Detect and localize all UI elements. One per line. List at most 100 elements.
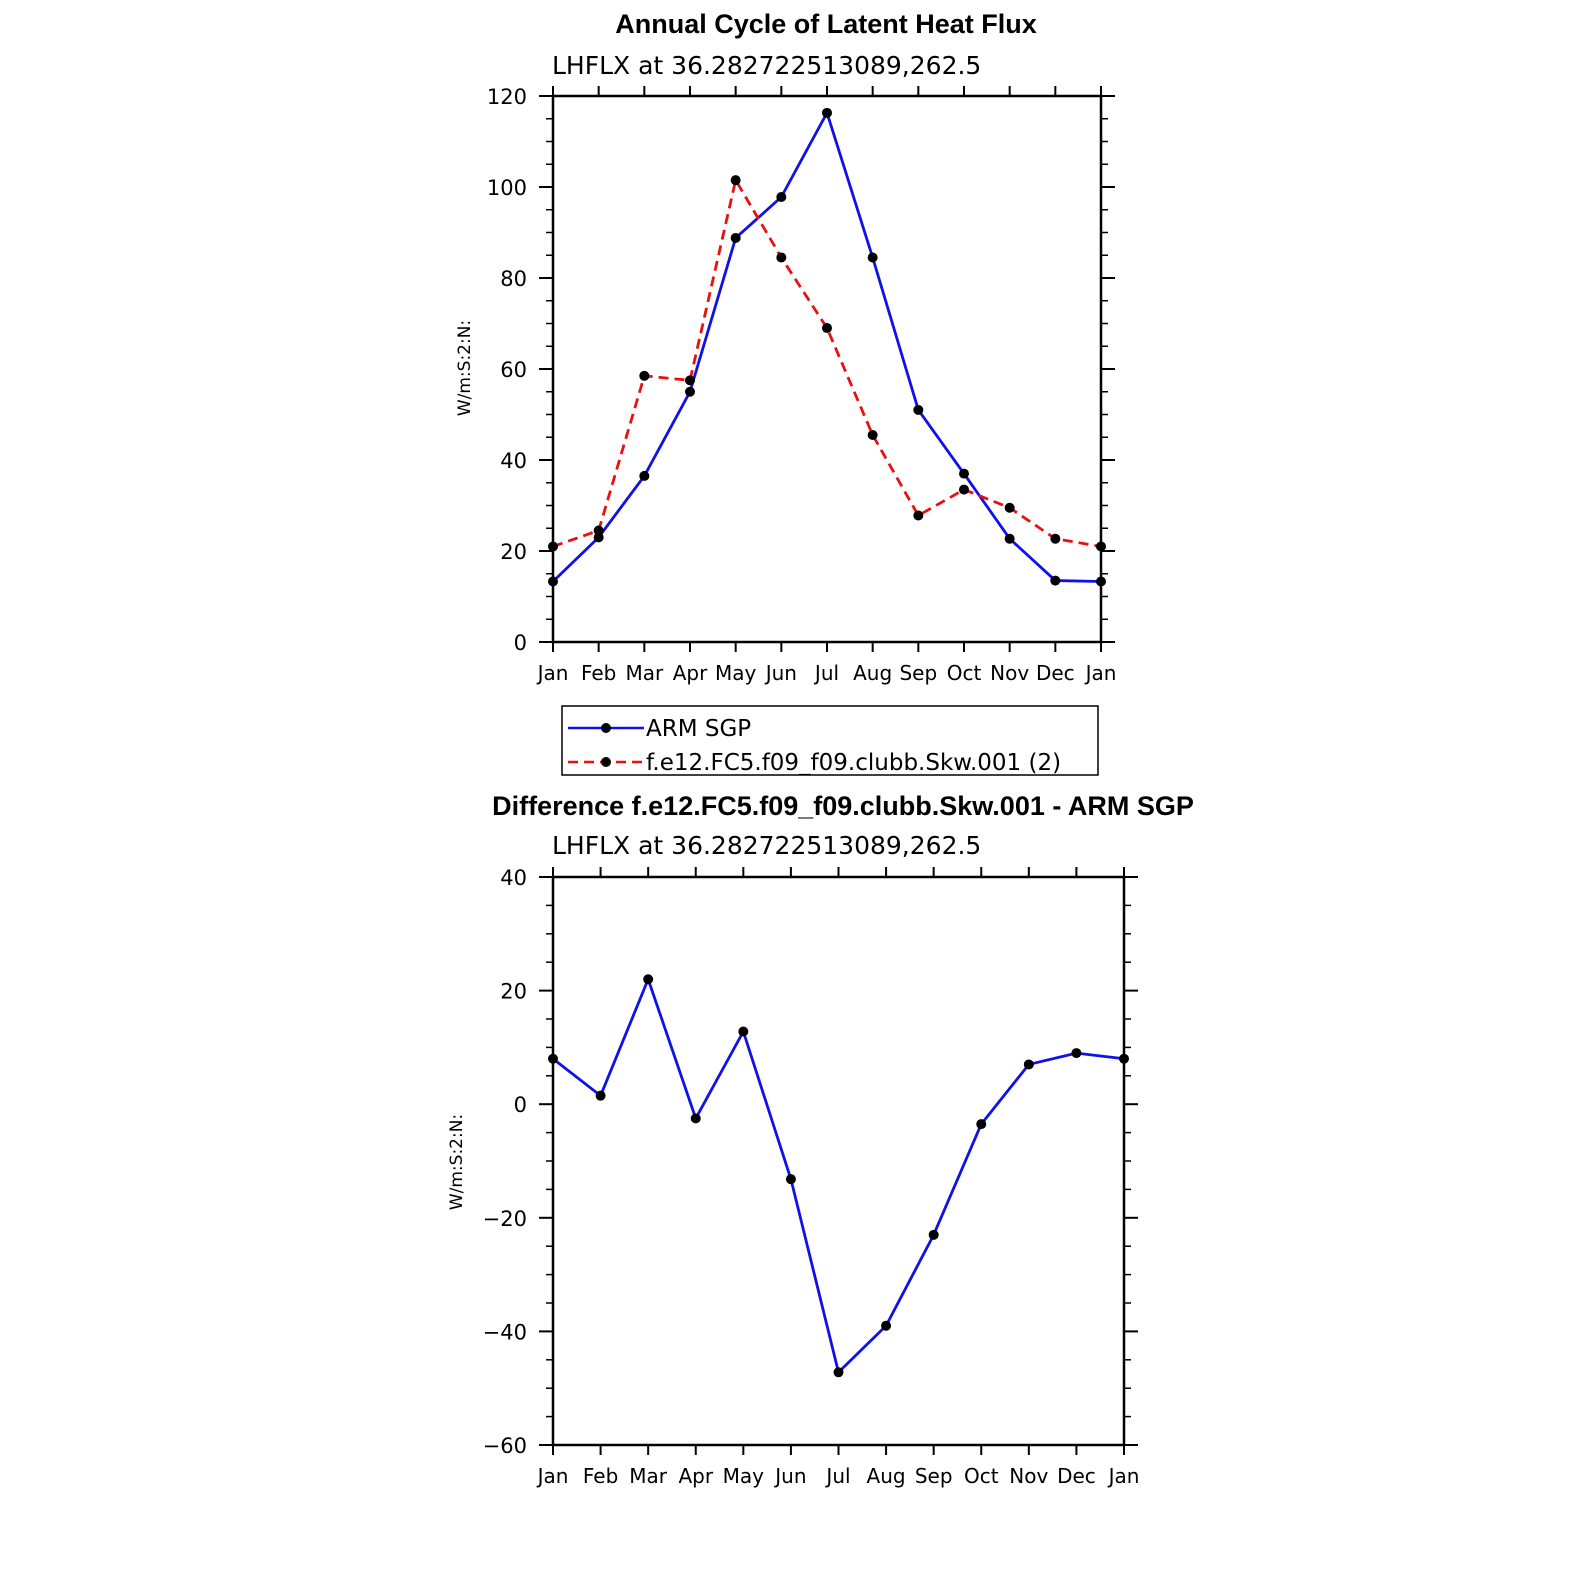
x-tick-label: Nov	[990, 661, 1029, 685]
data-point	[1050, 533, 1061, 544]
legend-entry-model: f.e12.FC5.f09_f09.clubb.Skw.001 (2)	[568, 750, 1061, 776]
data-point	[595, 1090, 606, 1101]
data-point	[1071, 1048, 1082, 1059]
data-point	[976, 1119, 987, 1130]
data-point	[822, 323, 832, 334]
data-point	[928, 1229, 939, 1240]
data-point	[1004, 533, 1015, 544]
y-tick-label: 40	[500, 449, 527, 473]
x-tick-label: Jan	[536, 1464, 569, 1488]
x-tick-label: Aug	[867, 1464, 906, 1488]
data-point	[776, 252, 787, 263]
data-point	[1023, 1059, 1034, 1070]
y-tick-label: −40	[483, 1320, 527, 1344]
data-point	[685, 375, 695, 386]
data-point	[776, 192, 787, 203]
data-point	[959, 468, 969, 479]
data-point	[833, 1367, 844, 1378]
annual-cycle-chart: Annual Cycle of Latent Heat Flux LHFLX a…	[455, 9, 1116, 776]
legend: ARM SGP f.e12.FC5.f09_f09.clubb.Skw.001 …	[561, 705, 1099, 776]
legend-label-arm: ARM SGP	[646, 716, 751, 742]
x-tick-label: Jan	[536, 661, 569, 685]
series-line-a	[552, 977, 1125, 1374]
x-tick-label: Jul	[813, 661, 839, 685]
series-group	[548, 974, 1129, 1378]
series-group	[548, 107, 1106, 587]
y-tick-label: 20	[500, 540, 527, 564]
x-tick-label: Sep	[899, 661, 937, 685]
data-point	[639, 470, 650, 481]
data-point	[738, 1026, 749, 1037]
x-tick-label: Dec	[1057, 1464, 1096, 1488]
chart-title: Difference f.e12.FC5.f09_f09.clubb.Skw.0…	[492, 791, 1194, 821]
data-point	[867, 429, 878, 440]
x-tick-label: May	[715, 661, 757, 685]
data-point	[593, 525, 604, 536]
y-tick-label: 40	[500, 866, 527, 890]
data-point	[913, 404, 924, 415]
chart-subtitle: LHFLX at 36.282722513089,262.5	[552, 51, 981, 80]
axes-frame: Jan Feb Mar Apr May Jun Jul Aug Sep Oct Nov Dec Jan 0…	[487, 85, 1117, 685]
y-tick-label: −60	[483, 1434, 527, 1458]
x-tick-label: May	[723, 1464, 765, 1488]
y-tick-label: 0	[514, 631, 527, 655]
legend-entry-arm: ARM SGP	[568, 716, 751, 742]
y-tick-label: 20	[500, 980, 527, 1004]
legend-marker-arm	[601, 723, 611, 733]
x-tick-label: Jan	[1107, 1464, 1140, 1488]
y-tick-label: 0	[514, 1093, 527, 1117]
x-tick-label: Jun	[773, 1464, 806, 1488]
x-tick-label: Feb	[583, 1464, 618, 1488]
x-tick-label: Oct	[964, 1464, 999, 1488]
data-point	[548, 541, 558, 552]
axes-frame: Jan Feb Mar Apr May Jun Jul Aug Sep Oct Nov Dec Jan−…	[483, 866, 1140, 1488]
y-tick-label: −20	[483, 1207, 527, 1231]
data-point	[643, 974, 654, 985]
data-point	[1096, 576, 1106, 587]
data-point	[1050, 575, 1061, 586]
y-tick-label: 100	[487, 176, 527, 200]
y-tick-label: 120	[487, 85, 527, 109]
data-point	[913, 510, 924, 521]
legend-box	[561, 705, 1099, 776]
x-tick-label: Aug	[853, 661, 892, 685]
y-axis-label: W/m:S:2:N:	[447, 1114, 467, 1210]
data-point	[685, 386, 695, 397]
data-point	[867, 252, 878, 263]
data-point	[639, 370, 650, 381]
x-tick-label: Nov	[1009, 1464, 1048, 1488]
legend-label-model: f.e12.FC5.f09_f09.clubb.Skw.001 (2)	[646, 750, 1061, 776]
data-point	[1004, 502, 1015, 513]
y-tick-label: 80	[500, 267, 527, 291]
x-tick-label: Oct	[947, 661, 982, 685]
data-point	[785, 1174, 796, 1185]
series-line-a	[552, 111, 1102, 583]
data-point	[881, 1320, 892, 1331]
chart-title: Annual Cycle of Latent Heat Flux	[615, 9, 1037, 39]
data-point	[548, 1053, 558, 1064]
data-point	[548, 576, 558, 587]
x-tick-label: Apr	[678, 1464, 713, 1488]
series-line-b	[552, 178, 1102, 548]
y-tick-label: 60	[500, 358, 527, 382]
data-point	[1119, 1053, 1129, 1064]
x-tick-label: Mar	[629, 1464, 668, 1488]
data-point	[822, 107, 832, 118]
data-point	[730, 232, 741, 243]
x-tick-label: Dec	[1036, 661, 1075, 685]
legend-marker-model	[601, 757, 611, 767]
x-tick-label: Jul	[824, 1464, 850, 1488]
data-point	[1096, 541, 1106, 552]
x-tick-label: Jan	[1084, 661, 1117, 685]
y-axis-label: W/m:S:2:N:	[455, 320, 475, 416]
x-tick-label: Sep	[915, 1464, 953, 1488]
plot-frame	[551, 875, 1126, 1447]
plot-frame	[551, 94, 1103, 644]
x-tick-label: Feb	[581, 661, 616, 685]
x-tick-label: Jun	[764, 661, 797, 685]
data-point	[690, 1113, 701, 1124]
x-tick-label: Mar	[625, 661, 664, 685]
data-point	[730, 175, 741, 186]
data-point	[959, 484, 969, 495]
